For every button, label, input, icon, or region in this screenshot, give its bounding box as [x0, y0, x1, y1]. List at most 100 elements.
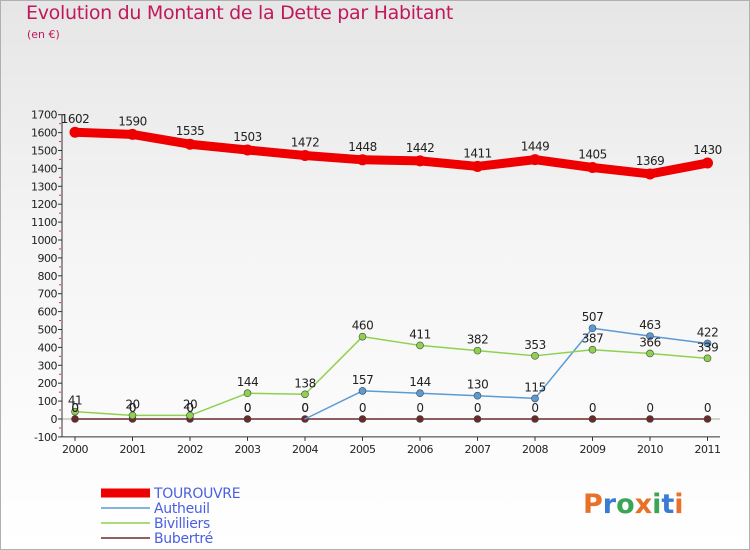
data-label: 0	[531, 401, 538, 415]
y-tick-label: 900	[38, 252, 58, 265]
logo-letter: o	[616, 489, 635, 520]
data-point	[644, 168, 656, 180]
data-label: 422	[697, 325, 718, 339]
y-tick-label: 600	[38, 306, 58, 319]
legend-label: TOUROUVRE	[153, 486, 240, 502]
data-point	[243, 389, 252, 398]
data-label: 138	[294, 376, 315, 390]
y-tick-label: 0	[51, 413, 58, 426]
data-label: 0	[646, 401, 653, 415]
data-point	[358, 332, 367, 341]
y-tick-label: 500	[38, 324, 58, 337]
legend-label: Autheuil	[154, 501, 210, 517]
proxiti-logo: Proxiti	[583, 489, 684, 520]
data-point	[69, 126, 81, 138]
x-tick-label: 2009	[580, 443, 606, 456]
data-label: 382	[467, 333, 488, 347]
y-tick-label: 1400	[31, 162, 57, 175]
y-tick-label: 300	[38, 359, 58, 372]
data-label: 144	[409, 375, 430, 389]
data-point	[242, 144, 253, 156]
data-label: 130	[467, 378, 488, 392]
data-point	[531, 352, 539, 360]
data-point	[127, 128, 138, 140]
data-label: 0	[301, 401, 308, 415]
chart-title: Evolution du Montant de la Dette par Hab…	[26, 2, 454, 24]
data-label: 1449	[521, 140, 550, 154]
logo-letter: t	[661, 489, 675, 520]
data-label: 1369	[636, 154, 665, 168]
x-tick-label: 2002	[177, 443, 203, 456]
data-point	[703, 339, 712, 348]
data-label: 0	[474, 401, 481, 415]
data-point	[702, 157, 713, 169]
x-tick-label: 2008	[522, 443, 548, 456]
data-point	[473, 346, 482, 355]
y-tick-label: 1600	[31, 127, 57, 140]
x-tick-label: 2007	[465, 443, 491, 456]
y-tick-label: 400	[38, 341, 58, 354]
data-point	[71, 407, 79, 416]
data-point	[301, 390, 309, 399]
data-point	[473, 415, 482, 423]
y-tick-label: 1700	[31, 109, 57, 122]
data-label: 1535	[176, 124, 205, 138]
y-tick-label: 1200	[31, 198, 57, 211]
data-point	[646, 332, 654, 340]
data-label: 1602	[61, 112, 90, 126]
data-label: 1442	[406, 141, 435, 155]
data-point	[71, 415, 79, 423]
data-point	[646, 415, 654, 423]
data-point	[531, 394, 539, 403]
data-label: 460	[352, 319, 373, 333]
x-tick-label: 2005	[350, 443, 376, 456]
data-label: 463	[639, 318, 660, 332]
chart-subtitle: (en €)	[27, 28, 60, 41]
logo-letter: r	[602, 489, 617, 520]
data-label: 339	[697, 340, 718, 354]
y-tick-label: 100	[38, 395, 58, 408]
data-label: 353	[524, 338, 545, 352]
data-label: 1430	[693, 143, 722, 157]
y-tick-label: 1300	[31, 180, 57, 193]
y-tick-label: 200	[38, 377, 58, 390]
y-tick-label: -100	[34, 431, 57, 444]
data-label: 1590	[118, 114, 147, 128]
y-tick-label: 1000	[31, 234, 57, 247]
data-point	[299, 150, 311, 162]
logo-letter: x	[634, 489, 653, 520]
data-point	[186, 411, 194, 420]
legend-label: Bivilliers	[154, 516, 210, 532]
data-label: 366	[639, 335, 660, 349]
data-label: 411	[409, 327, 430, 341]
data-point	[473, 391, 482, 400]
data-label: 0	[186, 401, 193, 415]
data-label: 0	[129, 401, 136, 415]
data-label: 41	[68, 394, 82, 408]
legend-label: Bubertré	[154, 531, 213, 547]
data-point	[184, 138, 196, 150]
data-point	[529, 154, 541, 166]
series-line	[74, 335, 709, 417]
data-label: 20	[125, 397, 139, 411]
data-label: 0	[589, 401, 596, 415]
series-line	[304, 327, 709, 420]
x-tick-label: 2011	[695, 443, 721, 456]
data-label: 115	[524, 380, 545, 394]
data-point	[358, 415, 367, 423]
series-line	[70, 127, 712, 179]
x-tick-label: 2003	[235, 443, 261, 456]
data-point	[472, 160, 483, 172]
logo-letter: i	[674, 489, 684, 520]
data-label: 0	[359, 401, 366, 415]
data-label: 507	[582, 310, 603, 324]
data-label: 0	[301, 401, 308, 415]
y-tick-label: 700	[38, 288, 58, 301]
data-label: 1503	[233, 130, 262, 144]
data-label: 0	[244, 401, 251, 415]
y-tick-label: 800	[38, 270, 58, 283]
data-label: 157	[352, 373, 373, 387]
data-label: 0	[244, 401, 251, 415]
data-point	[416, 415, 424, 423]
